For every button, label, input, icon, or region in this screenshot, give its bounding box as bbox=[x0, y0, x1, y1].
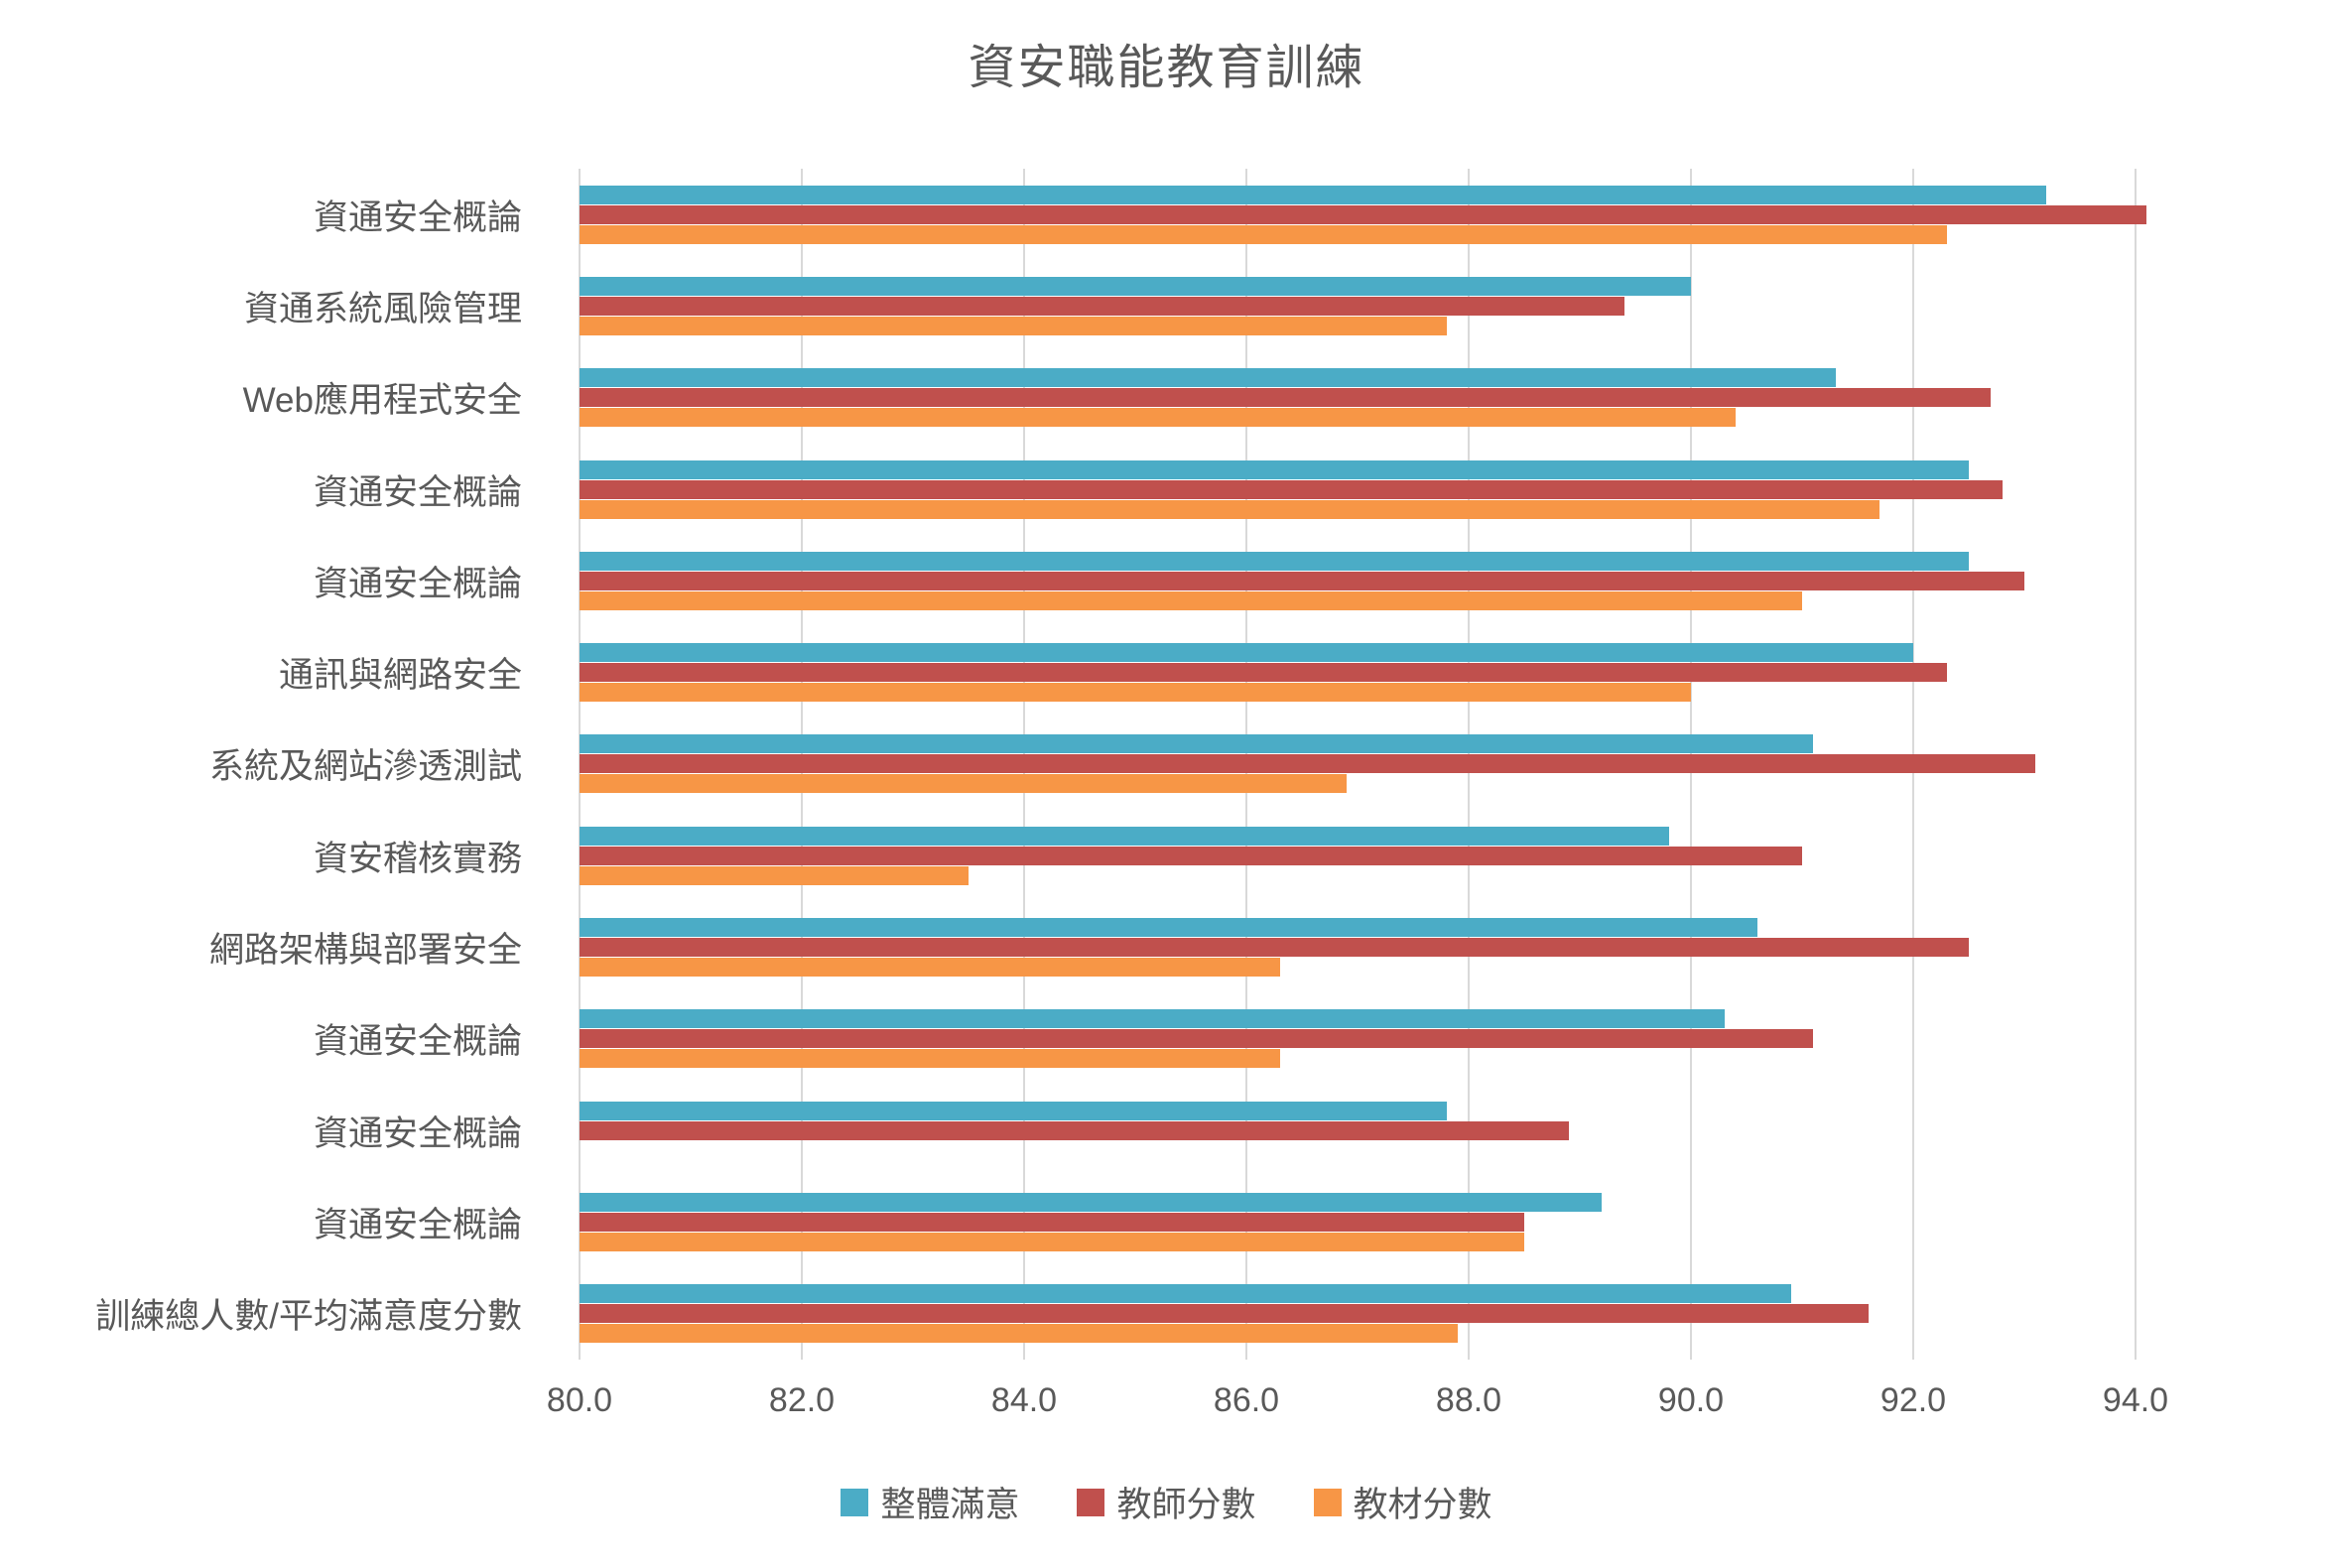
bar-教材分數 bbox=[580, 683, 1691, 703]
x-axis-tick-labels: 80.0 82.0 84.0 86.0 88.0 90.0 92.0 94.0 bbox=[547, 1381, 2168, 1431]
x-tick-label: 84.0 bbox=[990, 1381, 1058, 1419]
legend-label: 教材分數 bbox=[1353, 1486, 1492, 1524]
bar-教師分數 bbox=[580, 1213, 1524, 1233]
bar-教師分數 bbox=[580, 1029, 1814, 1049]
legend-item: 教材分數 bbox=[1313, 1477, 1492, 1527]
bar-教師分數 bbox=[580, 663, 1947, 683]
category-label: 網路架構與部署安全 bbox=[208, 931, 522, 971]
gridline bbox=[2135, 169, 2137, 1360]
bar-row bbox=[580, 1268, 2136, 1360]
bar-教師分數 bbox=[580, 846, 1802, 865]
bar-整體滿意 bbox=[580, 1101, 1447, 1120]
bar-教材分數 bbox=[580, 1233, 1524, 1252]
legend-label: 整體滿意 bbox=[880, 1486, 1020, 1524]
x-tick-label: 94.0 bbox=[2102, 1381, 2169, 1419]
legend: 整體滿意 教師分數 教材分數 bbox=[0, 1477, 2333, 1527]
x-tick-label: 88.0 bbox=[1435, 1381, 1502, 1419]
bar-整體滿意 bbox=[580, 368, 1836, 388]
bar-教材分數 bbox=[580, 590, 1802, 610]
category-label: 資通安全概論 bbox=[313, 1113, 522, 1153]
bar-row bbox=[580, 444, 2136, 535]
category-label: 資通安全概論 bbox=[313, 472, 522, 512]
bar-整體滿意 bbox=[580, 551, 1969, 571]
bar-教師分數 bbox=[580, 1304, 1870, 1324]
category-label: 資通安全概論 bbox=[313, 1206, 522, 1245]
category-label: 資通安全概論 bbox=[313, 1022, 522, 1062]
bar-教師分數 bbox=[580, 571, 2024, 590]
x-tick-label: 90.0 bbox=[1657, 1381, 1725, 1419]
bar-row bbox=[580, 719, 2136, 810]
bar-教師分數 bbox=[580, 1120, 1569, 1140]
x-tick-label: 86.0 bbox=[1213, 1381, 1280, 1419]
category-label: 資通安全概論 bbox=[313, 564, 522, 603]
bar-教師分數 bbox=[580, 388, 1992, 408]
legend-swatch-icon bbox=[1077, 1488, 1105, 1516]
bar-row bbox=[580, 627, 2136, 719]
bar-row bbox=[580, 993, 2136, 1085]
bar-教材分數 bbox=[580, 224, 1947, 244]
legend-swatch-icon bbox=[841, 1488, 869, 1516]
bar-整體滿意 bbox=[580, 643, 1913, 663]
category-label: 系統及網站滲透測試 bbox=[208, 747, 522, 787]
bar-教師分數 bbox=[580, 479, 2003, 499]
bar-教材分數 bbox=[580, 774, 1347, 794]
bar-row bbox=[580, 810, 2136, 901]
legend-item: 教師分數 bbox=[1077, 1477, 1256, 1527]
bar-教材分數 bbox=[580, 499, 1880, 519]
bar-整體滿意 bbox=[580, 1193, 1603, 1213]
bar-整體滿意 bbox=[580, 1009, 1725, 1029]
bar-教材分數 bbox=[580, 316, 1447, 335]
bar-row bbox=[580, 535, 2136, 626]
category-label: 資通安全概論 bbox=[313, 197, 522, 237]
x-tick-label: 80.0 bbox=[546, 1381, 613, 1419]
bar-教材分數 bbox=[580, 958, 1280, 978]
category-label: 資安稽核實務 bbox=[313, 839, 522, 878]
bar-row bbox=[580, 1085, 2136, 1176]
bar-教師分數 bbox=[580, 296, 1624, 316]
bar-整體滿意 bbox=[580, 1284, 1791, 1304]
bar-教材分數 bbox=[580, 865, 969, 885]
bar-教師分數 bbox=[580, 754, 2036, 774]
bar-教師分數 bbox=[580, 204, 2147, 224]
bar-row bbox=[580, 260, 2136, 351]
legend-label: 教師分數 bbox=[1116, 1486, 1256, 1524]
category-label: 通訊與網路安全 bbox=[278, 656, 522, 696]
bar-row bbox=[580, 352, 2136, 444]
bar-教材分數 bbox=[580, 1049, 1280, 1069]
bar-row bbox=[580, 169, 2147, 260]
plot-area bbox=[579, 169, 2147, 1360]
category-label: 訓練總人數/平均滿意度分數 bbox=[95, 1297, 522, 1337]
bar-教材分數 bbox=[580, 1324, 1458, 1344]
chart-title: 資安職能教育訓練 bbox=[968, 42, 1365, 94]
x-tick-label: 92.0 bbox=[1879, 1381, 1947, 1419]
legend-swatch-icon bbox=[1313, 1488, 1342, 1516]
bar-整體滿意 bbox=[580, 826, 1669, 846]
bar-整體滿意 bbox=[580, 276, 1691, 296]
bar-row bbox=[580, 1176, 2136, 1267]
category-label: 資通系統風險管理 bbox=[243, 289, 522, 328]
bar-整體滿意 bbox=[580, 734, 1814, 754]
bar-教師分數 bbox=[580, 938, 1969, 958]
bar-整體滿意 bbox=[580, 918, 1758, 938]
x-tick-label: 82.0 bbox=[768, 1381, 836, 1419]
bar-row bbox=[580, 901, 2136, 992]
bar-教材分數 bbox=[580, 408, 1736, 428]
category-label: Web應用程式安全 bbox=[242, 381, 522, 421]
bar-整體滿意 bbox=[580, 459, 1969, 479]
y-axis-category-labels: 資通安全概論 資通系統風險管理 Web應用程式安全 資通安全概論 資通安全概論 通訊與網路… bbox=[0, 169, 552, 1360]
legend-item: 整體滿意 bbox=[841, 1477, 1019, 1527]
bar-整體滿意 bbox=[580, 185, 2047, 204]
